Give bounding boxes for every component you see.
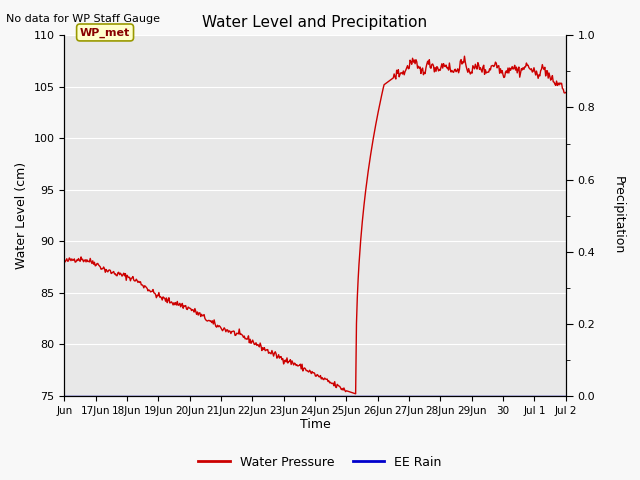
Y-axis label: Precipitation: Precipitation [612,177,625,255]
Water Pressure [439,65,447,71]
Water Pressure [149,287,157,292]
Text: WP_met: WP_met [80,27,130,37]
Y-axis label: Water Level (cm): Water Level (cm) [15,162,28,269]
EE Rain [356,393,364,399]
X-axis label: Time: Time [300,419,330,432]
EE Rain [562,393,570,399]
EE Rain [149,393,157,399]
EE Rain [396,393,403,399]
EE Rain [287,393,295,399]
Water Pressure [352,391,360,396]
Water Pressure [562,90,570,96]
EE Rain [60,393,68,399]
Water Pressure [357,238,365,243]
Water Pressure [461,53,468,59]
Water Pressure [287,361,295,367]
Water Pressure [60,258,68,264]
EE Rain [189,393,197,399]
Title: Water Level and Precipitation: Water Level and Precipitation [202,15,428,30]
Water Pressure [189,307,197,313]
Legend: Water Pressure, EE Rain: Water Pressure, EE Rain [193,451,447,474]
Text: No data for WP Staff Gauge: No data for WP Staff Gauge [6,14,161,24]
Line: Water Pressure: Water Pressure [64,56,566,394]
Water Pressure [396,72,404,77]
EE Rain [438,393,445,399]
